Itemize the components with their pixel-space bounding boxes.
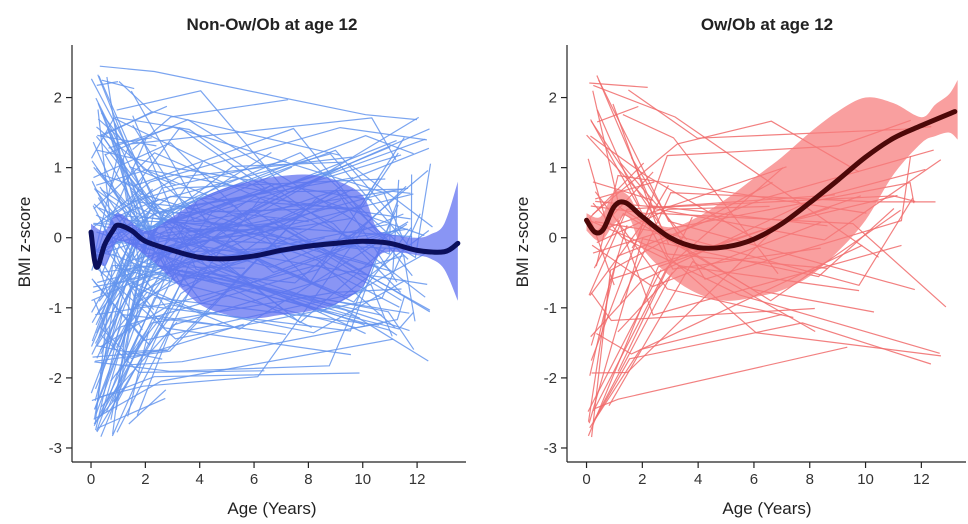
x-tick-label: 6: [250, 471, 258, 488]
x-axis-label: Age (Years): [227, 499, 316, 518]
trajectory-line: [97, 397, 166, 429]
trajectory-line: [116, 137, 152, 144]
trajectory-line: [91, 372, 360, 402]
trajectory-line: [594, 191, 794, 319]
trajectory-line: [100, 111, 341, 156]
chart-title: Non-Ow/Ob at age 12: [187, 15, 358, 34]
x-tick-label: 0: [582, 471, 590, 488]
trajectory-line: [128, 280, 207, 316]
y-tick-label: -3: [49, 440, 62, 457]
x-axis-label: Age (Years): [722, 499, 811, 518]
trajectory-line: [124, 295, 406, 366]
trajectory-line: [127, 331, 150, 417]
x-tick-label: 12: [409, 471, 426, 488]
trajectory-line: [100, 134, 414, 214]
trajectory-line: [593, 272, 673, 422]
mean-curve: [88, 222, 461, 270]
x-tick-label: 2: [638, 471, 646, 488]
x-tick-label: 8: [806, 471, 814, 488]
confidence-band: [586, 80, 958, 301]
y-tick-label: 0: [54, 230, 62, 247]
x-tick-label: 8: [304, 471, 312, 488]
trajectory-line: [595, 322, 932, 419]
trajectory-line: [97, 271, 137, 284]
trajectory-line: [118, 81, 152, 113]
mean-curve: [584, 109, 958, 251]
confidence-band: [91, 174, 458, 319]
x-tick-label: 6: [750, 471, 758, 488]
chart-title: Ow/Ob at age 12: [701, 15, 833, 34]
y-tick-label: -1: [544, 300, 557, 317]
trajectory-line: [590, 162, 645, 218]
trajectory-line: [99, 291, 148, 351]
x-tick-label: 10: [354, 471, 371, 488]
y-axis-label: BMI z-score: [513, 197, 532, 288]
trajectory-line: [596, 105, 639, 123]
trajectory-line: [117, 269, 351, 356]
trajectory-line: [111, 235, 166, 308]
y-tick-label: 1: [549, 160, 557, 177]
y-tick-label: -3: [544, 440, 557, 457]
trajectory-line: [96, 301, 145, 432]
trajectory-line: [100, 304, 170, 348]
y-tick-label: 1: [54, 160, 62, 177]
trajectory-line: [101, 79, 135, 90]
trajectory-line: [598, 79, 915, 291]
x-tick-label: 4: [196, 471, 204, 488]
trajectory-line: [99, 65, 418, 121]
trajectory-line: [100, 334, 265, 374]
mean-curve-line: [584, 109, 958, 251]
x-tick-label: 12: [913, 471, 930, 488]
trajectory-line: [96, 169, 238, 208]
y-tick-label: 2: [549, 90, 557, 107]
y-tick-label: -2: [49, 370, 62, 387]
trajectory-line: [97, 74, 132, 159]
trajectory-line: [97, 134, 157, 147]
y-tick-label: 2: [54, 90, 62, 107]
trajectory-line: [93, 323, 145, 426]
x-tick-label: 2: [141, 471, 149, 488]
y-tick-label: -1: [49, 300, 62, 317]
x-tick-label: 10: [857, 471, 874, 488]
y-tick-label: 0: [549, 230, 557, 247]
trajectory-line: [594, 346, 848, 410]
trajectory-line: [587, 269, 662, 412]
trajectory-line: [596, 109, 640, 207]
trajectory-line: [128, 166, 176, 186]
y-axis-label: BMI z-score: [15, 197, 34, 288]
x-tick-label: 0: [87, 471, 95, 488]
confidence-band-area: [586, 80, 958, 301]
trajectory-line: [100, 335, 143, 437]
confidence-band-area: [91, 174, 458, 319]
y-tick-label: -2: [544, 370, 557, 387]
mean-curve-line: [88, 222, 461, 270]
trajectory-line: [595, 181, 655, 200]
trajectory-line: [590, 292, 815, 322]
trajectory-line: [589, 82, 648, 88]
x-tick-label: 4: [694, 471, 702, 488]
